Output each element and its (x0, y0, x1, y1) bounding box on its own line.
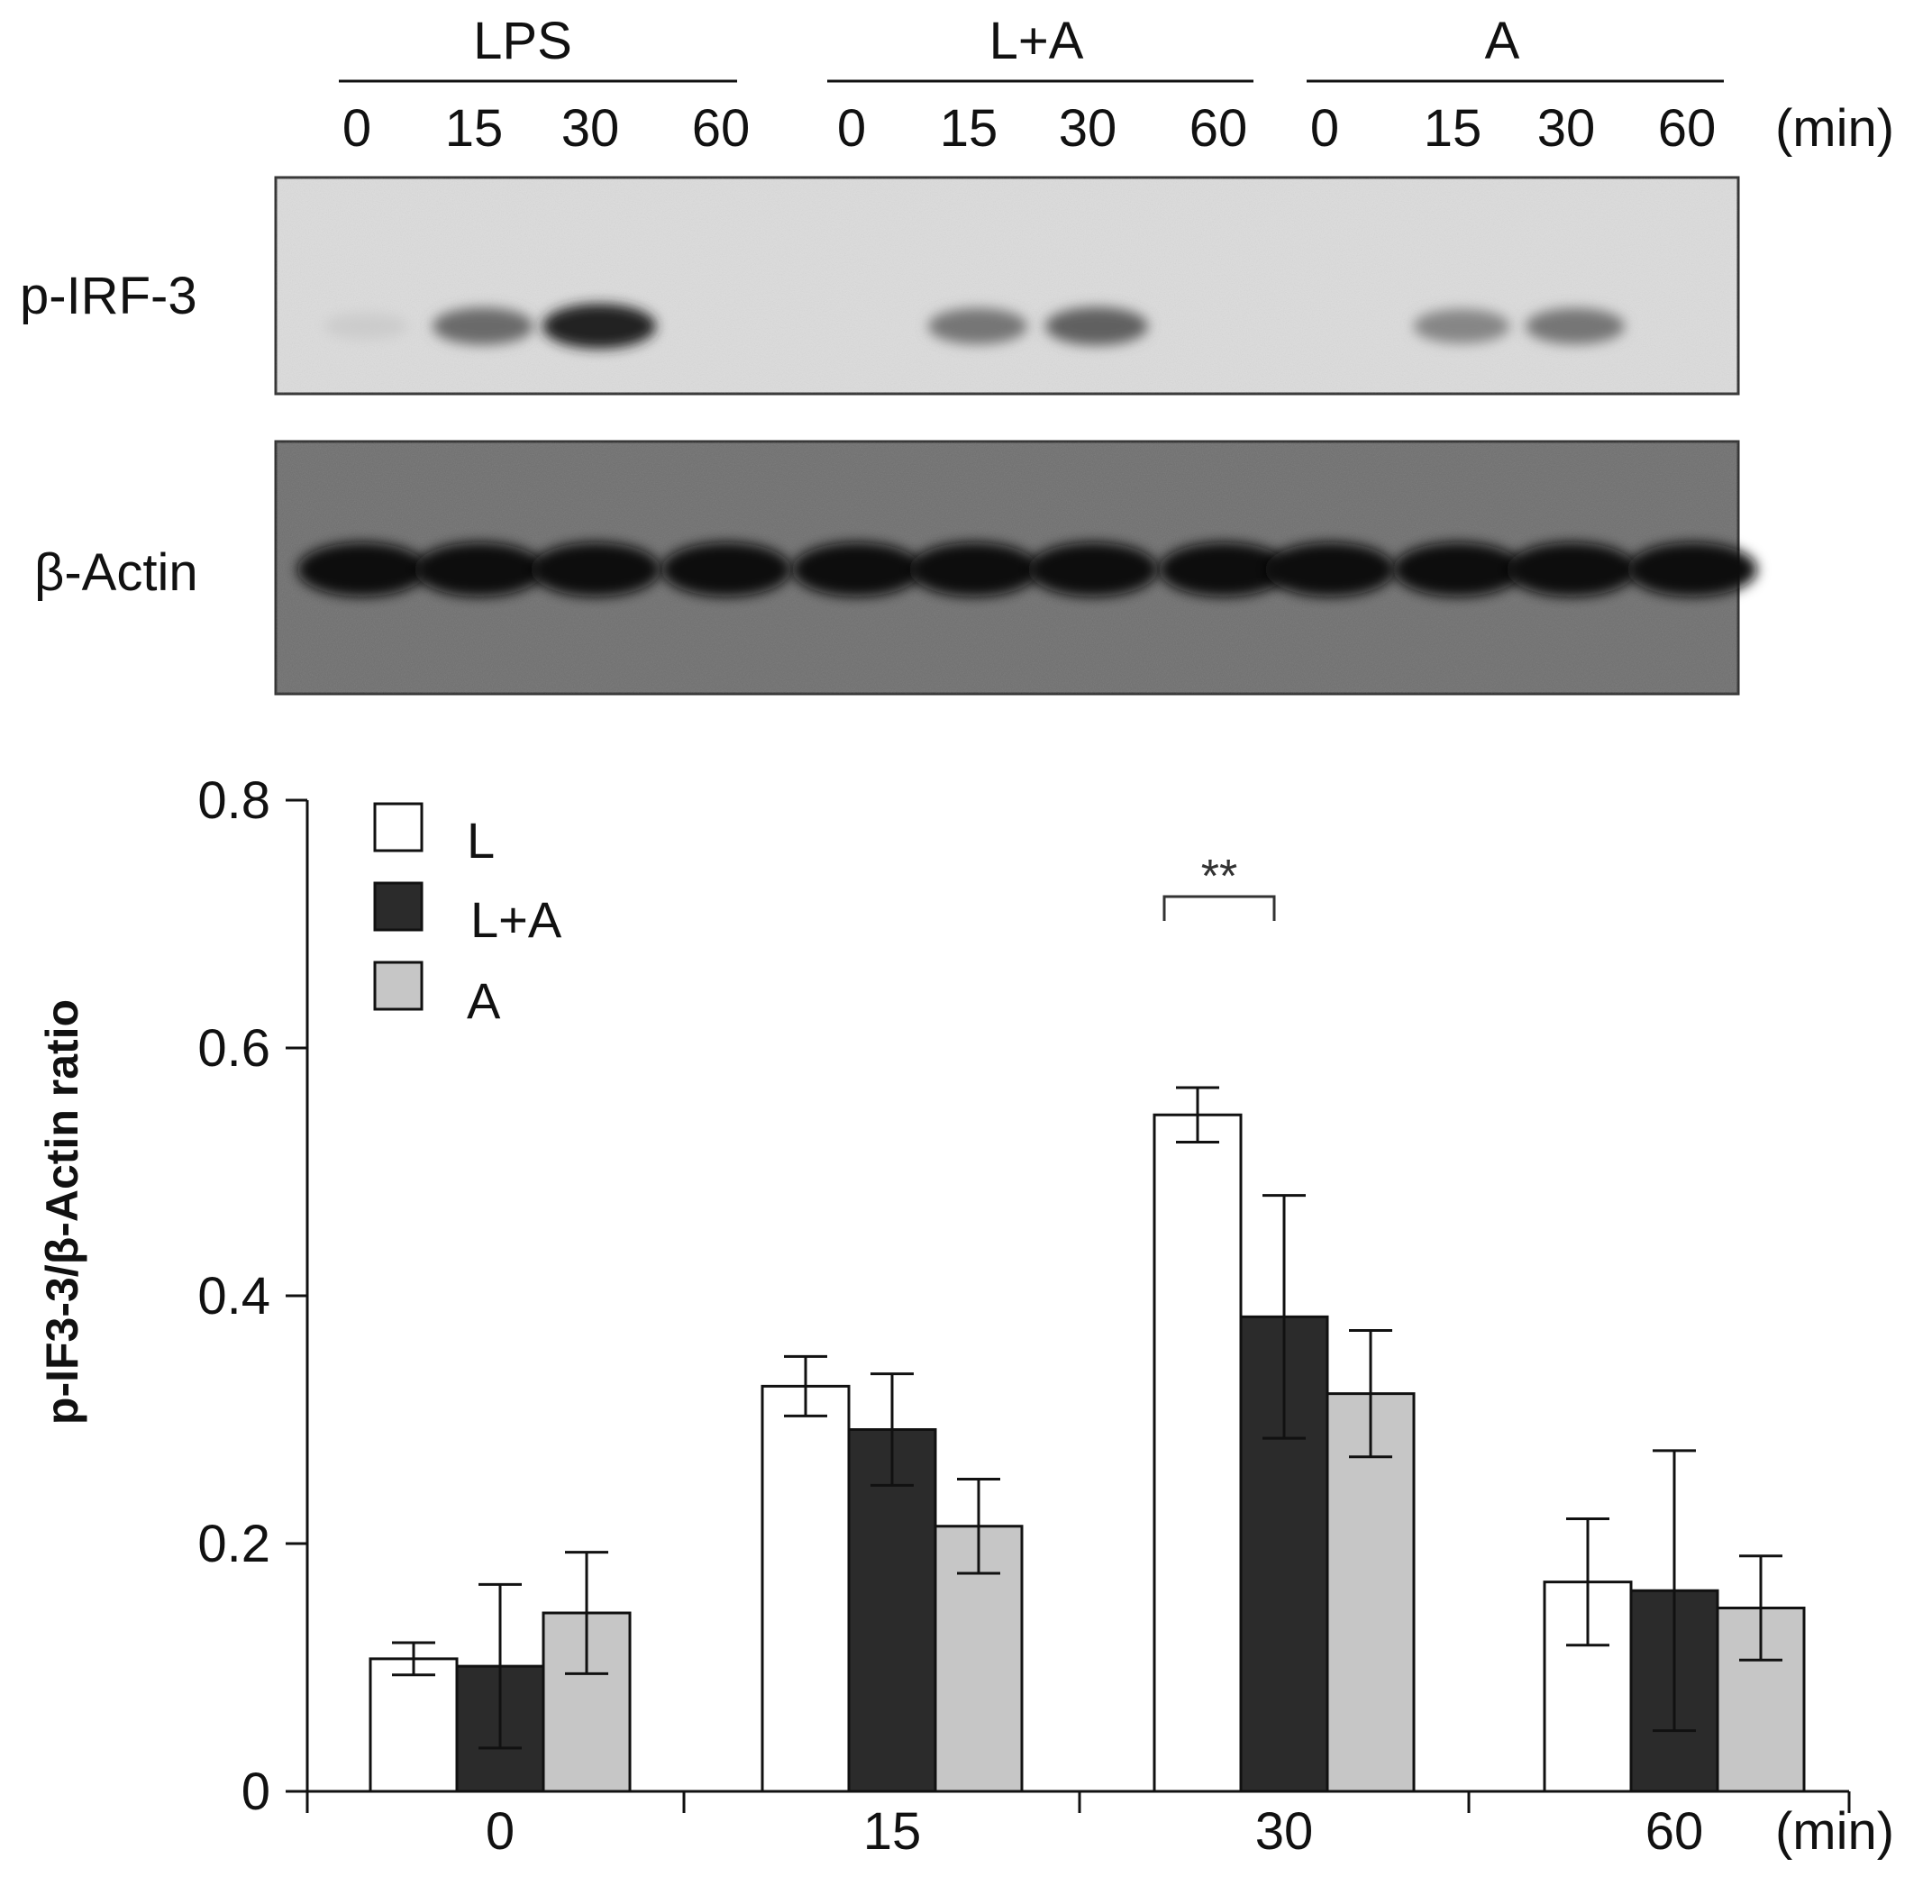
b-actin-band (1028, 542, 1158, 597)
p-irf-3-band (542, 304, 656, 349)
b-actin-band (1159, 542, 1289, 597)
p-irf-3-noise (276, 178, 1738, 394)
y-axis-label: p-IF3-3/β-Actin ratio (37, 999, 87, 1425)
lane-time-3: 30 (561, 99, 620, 158)
y-tick-label: 0.2 (197, 1515, 270, 1573)
lps-label: LPS (473, 12, 572, 70)
legend-swatch-l (373, 802, 424, 852)
lane-time-7: 30 (1059, 99, 1117, 158)
bar (847, 1428, 937, 1793)
lane-time-9: 0 (1310, 99, 1339, 158)
bar (1326, 1392, 1416, 1793)
legend-item-a: A (373, 961, 501, 1029)
bar (1153, 1113, 1243, 1793)
x-tick-label: 15 (863, 1802, 922, 1861)
group-label-lps: LPS (339, 12, 737, 83)
y-tick-label: 0.8 (197, 771, 270, 830)
lane-time-6: 15 (940, 99, 998, 158)
significance-label: ** (1201, 851, 1237, 903)
b-actin-label: β-Actin (34, 543, 198, 602)
p-irf-3-band (1526, 308, 1625, 344)
bar-chart: p-IF3-3/β-Actin ratio 0 0.2 0.4 0.6 0.8 0 15 3… (37, 771, 1894, 1861)
x-tick-label: 60 (1645, 1802, 1704, 1861)
b-actin-band (297, 542, 427, 597)
lane-time-1: 0 (342, 99, 371, 158)
b-actin-band (661, 542, 791, 597)
group-label-a: A (1307, 12, 1724, 83)
blot-header: LPS L+A A 0 15 30 60 0 15 30 60 0 15 30 … (339, 12, 1894, 158)
bar (761, 1384, 851, 1793)
legend-label-l: L (467, 812, 495, 869)
x-tick-label: 0 (486, 1802, 515, 1861)
lane-time-4: 60 (692, 99, 751, 158)
legend-swatch-l-a (373, 881, 424, 932)
p-irf-3-band (324, 313, 408, 340)
significance-marker: ** (1162, 851, 1276, 921)
lane-time-8: 60 (1189, 99, 1248, 158)
x-tick-label: 30 (1255, 1802, 1314, 1861)
legend-label-l-a: L+A (470, 891, 562, 948)
b-actin-band (415, 542, 544, 597)
p-irf-3-band (1045, 306, 1148, 346)
bar (369, 1657, 459, 1793)
y-axis-ticks: 0 0.2 0.4 0.6 0.8 (197, 771, 307, 1821)
b-actin-band (1265, 542, 1395, 597)
lane-time-10: 15 (1424, 99, 1482, 158)
blot-panel-b-actin: β-Actin (34, 440, 1757, 696)
legend-label-a: A (467, 972, 501, 1029)
b-actin-band (531, 542, 661, 597)
group-label-l-a: L+A (827, 12, 1253, 83)
b-actin-band (909, 542, 1039, 597)
y-tick-label: 0.4 (197, 1267, 270, 1326)
b-actin-bands (297, 542, 1757, 597)
blot-panel-p-irf-3: p-IRF-3 (20, 176, 1740, 396)
a-label: A (1485, 12, 1520, 70)
x-axis-ticks: 0 15 30 60 (305, 1791, 1851, 1861)
b-actin-band (1393, 542, 1523, 597)
p-irf-3-band (1413, 308, 1510, 344)
y-tick-label: 0.6 (197, 1019, 270, 1078)
time-unit-label: (min) (1775, 99, 1894, 158)
lane-time-2: 15 (445, 99, 504, 158)
b-actin-band (792, 542, 922, 597)
p-irf-3-label: p-IRF-3 (20, 267, 197, 325)
b-actin-band (1507, 542, 1636, 597)
lane-time-12: 60 (1658, 99, 1717, 158)
bar (934, 1525, 1024, 1793)
p-irf-3-bands (324, 304, 1625, 349)
p-irf-3-band (433, 307, 533, 345)
legend-item-l: L (373, 802, 495, 869)
legend-item-l-a: L+A (373, 881, 562, 948)
lane-time-5: 0 (837, 99, 866, 158)
significance-bracket (1162, 895, 1276, 921)
legend: L L+A A (373, 802, 562, 1029)
y-tick-label: 0 (242, 1763, 270, 1821)
error-bars (392, 1086, 1782, 1750)
p-irf-3-band (928, 308, 1027, 344)
bars (369, 1113, 1806, 1793)
b-actin-band (1627, 542, 1757, 597)
legend-swatch-a (373, 961, 424, 1011)
lane-time-11: 30 (1537, 99, 1596, 158)
l-a-label: L+A (989, 12, 1084, 70)
x-unit-label: (min) (1775, 1802, 1894, 1861)
